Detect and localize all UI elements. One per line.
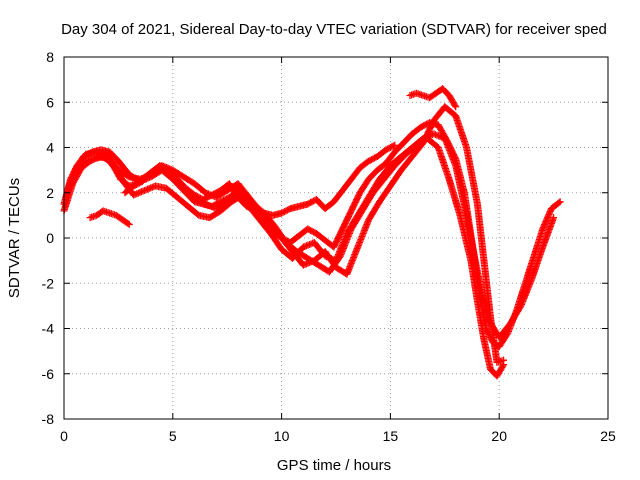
y-tick-label: -2 xyxy=(42,275,55,291)
data-points xyxy=(60,85,564,380)
chart-title: Day 304 of 2021, Sidereal Day-to-day VTE… xyxy=(61,21,607,38)
x-tick-label: 25 xyxy=(600,428,616,444)
y-axis-label: SDTVAR / TECUs xyxy=(6,178,23,298)
x-tick-label: 15 xyxy=(383,428,399,444)
data-series xyxy=(86,207,133,228)
data-point xyxy=(391,141,399,149)
y-tick-label: 8 xyxy=(46,49,54,65)
data-point-dense xyxy=(555,199,563,207)
data-point xyxy=(556,198,564,206)
data-point xyxy=(500,361,508,369)
data-point xyxy=(125,220,133,228)
data-point xyxy=(452,103,460,111)
data-point-dense xyxy=(389,142,397,150)
data-series xyxy=(64,103,508,366)
y-tick-label: 0 xyxy=(46,230,54,246)
y-tick-label: 6 xyxy=(46,94,54,110)
x-tick-label: 0 xyxy=(60,428,68,444)
data-series xyxy=(60,134,508,380)
y-tick-label: 4 xyxy=(46,140,54,156)
data-series xyxy=(121,141,399,219)
y-tick-label: -8 xyxy=(42,411,55,427)
y-tick-label: -6 xyxy=(42,366,55,382)
y-tick-label: -4 xyxy=(42,321,55,337)
x-tick-label: 5 xyxy=(169,428,177,444)
data-point-dense xyxy=(499,362,507,370)
x-tick-label: 20 xyxy=(491,428,507,444)
x-axis-label: GPS time / hours xyxy=(277,457,391,474)
data-point-dense xyxy=(124,220,132,228)
data-point xyxy=(550,214,558,222)
data-series xyxy=(406,85,460,111)
data-point-dense xyxy=(451,101,459,109)
x-tick-label: 10 xyxy=(274,428,290,444)
axis-ticks: 0 5 10 15 20 25 -8 -6 -4 -2 0 2 4 6 8 xyxy=(42,49,616,444)
y-tick-label: 2 xyxy=(46,185,54,201)
